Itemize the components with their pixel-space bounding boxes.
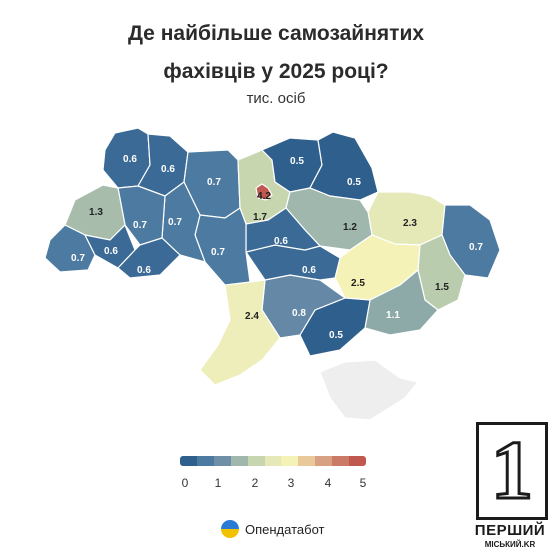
value-label-lviv: 1.3 [89,207,103,218]
region-zakarpattia [44,224,96,273]
value-label-kyiv-oblast: 1.7 [253,212,267,223]
scale-segment-1 [196,456,214,466]
scale-segment-3 [230,456,248,466]
value-label-volyn: 0.6 [123,154,137,165]
value-label-chernivtsi: 0.6 [137,265,151,276]
value-label-kharkiv: 2.3 [403,218,417,229]
value-label-poltava: 1.2 [343,222,357,233]
region-zaporizhzhia [364,268,439,336]
scale-tick-5: 5 [359,476,367,490]
title-line-2: фахівців у 2025 році? [163,60,389,83]
scale-segment-2 [213,456,231,466]
watermark-badge: 1 ПЕРШИЙ МІСЬКИЙ.KR [468,420,552,552]
value-label-mykolaiv: 0.8 [292,308,306,319]
scale-tick-3: 3 [287,476,295,490]
region-chernivtsi [117,237,181,279]
scale-segment-6 [281,456,299,466]
scale-tick-1: 1 [214,476,222,490]
region-kirovohrad [245,244,341,281]
value-label-kherson: 0.5 [329,330,343,341]
badge-number: 1 [490,423,535,518]
brand: Опендатабот [221,520,324,538]
value-label-rivne: 0.6 [161,164,175,175]
scale-tick-0: 0 [181,476,189,490]
region-kherson [299,297,371,357]
brand-name: Опендатабот [245,521,325,537]
value-label-zaporizhzhia: 1.1 [386,310,400,321]
scale-segment-4 [247,456,265,466]
scale-tick-4: 4 [324,476,332,490]
title-line-1: Де найбільше самозайнятих [127,22,425,45]
value-label-ternopil: 0.7 [133,220,147,231]
scale-tick-2: 2 [251,476,259,490]
scale-segment-5 [264,456,282,466]
value-label-zhytomyr: 0.7 [207,177,221,188]
subtitle: тис. осіб [246,90,306,107]
scale-segment-7 [298,456,316,466]
region-odesa [199,279,281,386]
region-crimea [319,359,420,421]
scale-segment-10 [349,456,366,466]
badge-number-box: 1 [476,422,548,520]
value-label-kirovohrad: 0.6 [302,265,316,276]
value-label-kyiv-city: 4.2 [257,191,271,202]
value-label-vinnytsia: 0.7 [211,247,225,258]
color-scale-bar [180,456,366,466]
value-label-khmelnytskyi: 0.7 [168,217,182,228]
region-sumy [309,131,379,201]
value-label-sumy: 0.5 [347,177,361,188]
value-label-cherkasy: 0.6 [274,236,288,247]
region-cherkasy [245,207,322,253]
value-label-chernihiv: 0.5 [290,156,304,167]
value-label-luhansk: 0.7 [469,242,483,253]
value-label-dnipro: 2.5 [351,278,365,289]
region-kyiv-city [255,183,273,201]
value-label-zakarpattia: 0.7 [71,253,85,264]
value-label-odesa: 2.4 [245,311,259,322]
scale-segment-0 [180,456,197,466]
scale-segment-8 [315,456,333,466]
badge-line-1: ПЕРШИЙ [474,522,546,539]
value-label-ivano-frankivsk: 0.6 [104,246,118,257]
value-label-donetsk: 1.5 [435,282,449,293]
badge-line-2: МІСЬКИЙ.KR [484,540,536,549]
opendatabot-logo-icon [221,520,239,538]
scale-segment-9 [332,456,350,466]
